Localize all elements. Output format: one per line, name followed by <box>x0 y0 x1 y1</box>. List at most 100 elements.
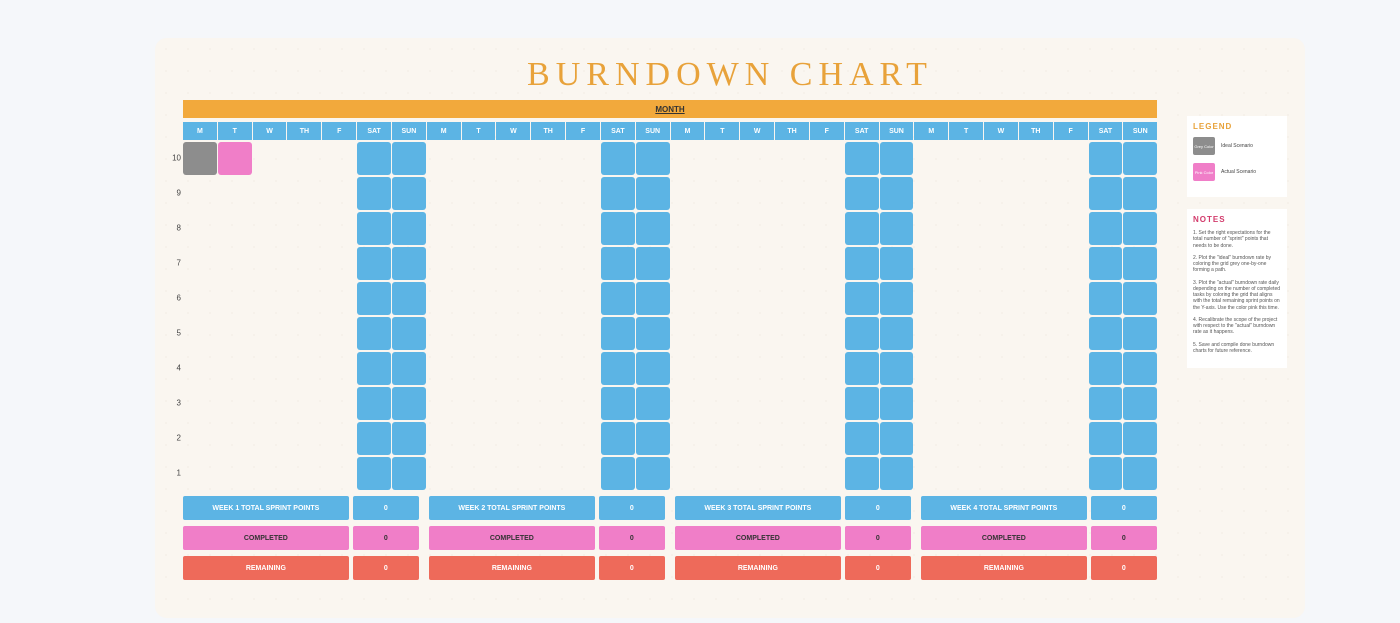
grid-cell[interactable] <box>253 422 287 455</box>
grid-cell[interactable] <box>775 387 809 420</box>
grid-cell[interactable] <box>392 457 426 490</box>
grid-cell[interactable] <box>531 387 565 420</box>
grid-cell[interactable] <box>496 177 530 210</box>
grid-cell[interactable] <box>810 177 844 210</box>
grid-cell[interactable] <box>357 142 391 175</box>
grid-cell[interactable] <box>218 387 252 420</box>
grid-cell[interactable] <box>636 282 670 315</box>
grid-cell[interactable] <box>1123 177 1157 210</box>
grid-cell[interactable] <box>810 387 844 420</box>
grid-cell[interactable] <box>357 317 391 350</box>
grid-cell[interactable] <box>880 282 914 315</box>
grid-cell[interactable] <box>287 422 321 455</box>
grid-cell[interactable] <box>218 352 252 385</box>
grid-cell[interactable] <box>1054 422 1088 455</box>
grid-cell[interactable] <box>740 387 774 420</box>
grid-cell[interactable] <box>705 142 739 175</box>
grid-cell[interactable] <box>949 422 983 455</box>
grid-cell[interactable] <box>810 317 844 350</box>
grid-cell[interactable] <box>357 282 391 315</box>
grid-cell[interactable] <box>810 212 844 245</box>
grid-cell[interactable] <box>1089 177 1123 210</box>
grid-cell[interactable] <box>740 422 774 455</box>
grid-cell[interactable] <box>253 387 287 420</box>
grid-cell[interactable] <box>914 352 948 385</box>
grid-cell[interactable] <box>392 352 426 385</box>
grid-cell[interactable] <box>845 247 879 280</box>
grid-cell[interactable] <box>845 387 879 420</box>
grid-cell[interactable] <box>1054 142 1088 175</box>
grid-cell[interactable] <box>914 142 948 175</box>
grid-cell[interactable] <box>287 387 321 420</box>
grid-cell[interactable] <box>1089 387 1123 420</box>
grid-cell[interactable] <box>601 457 635 490</box>
grid-cell[interactable] <box>1019 282 1053 315</box>
grid-cell[interactable] <box>775 177 809 210</box>
grid-cell[interactable] <box>218 422 252 455</box>
grid-cell[interactable] <box>183 457 217 490</box>
grid-cell[interactable] <box>880 247 914 280</box>
grid-cell[interactable] <box>1123 387 1157 420</box>
grid-cell[interactable] <box>253 212 287 245</box>
grid-cell[interactable] <box>427 317 461 350</box>
grid-cell[interactable] <box>427 457 461 490</box>
grid-cell[interactable] <box>287 177 321 210</box>
grid-cell[interactable] <box>287 247 321 280</box>
grid-cell[interactable] <box>671 387 705 420</box>
grid-cell[interactable] <box>322 317 356 350</box>
grid-cell[interactable] <box>671 282 705 315</box>
grid-cell[interactable] <box>740 457 774 490</box>
grid-cell[interactable] <box>462 282 496 315</box>
grid-cell[interactable] <box>183 282 217 315</box>
grid-cell[interactable] <box>775 422 809 455</box>
grid-cell[interactable] <box>1089 422 1123 455</box>
grid-cell[interactable] <box>984 352 1018 385</box>
grid-cell[interactable] <box>880 177 914 210</box>
grid-cell[interactable] <box>601 212 635 245</box>
grid-cell[interactable] <box>705 387 739 420</box>
grid-cell[interactable] <box>427 212 461 245</box>
grid-cell[interactable] <box>775 352 809 385</box>
grid-cell[interactable] <box>1019 177 1053 210</box>
grid-cell[interactable] <box>880 142 914 175</box>
grid-cell[interactable] <box>427 282 461 315</box>
grid-cell[interactable] <box>740 212 774 245</box>
grid-cell[interactable] <box>775 282 809 315</box>
grid-cell[interactable] <box>601 282 635 315</box>
grid-cell[interactable] <box>287 352 321 385</box>
grid-cell[interactable] <box>705 282 739 315</box>
grid-cell[interactable] <box>531 352 565 385</box>
grid-cell[interactable] <box>880 317 914 350</box>
grid-cell[interactable] <box>949 457 983 490</box>
grid-cell[interactable] <box>845 212 879 245</box>
grid-cell[interactable] <box>1054 457 1088 490</box>
grid-cell[interactable] <box>671 317 705 350</box>
grid-cell[interactable] <box>740 317 774 350</box>
grid-cell[interactable] <box>740 177 774 210</box>
grid-cell[interactable] <box>984 212 1018 245</box>
grid-cell[interactable] <box>705 212 739 245</box>
grid-cell[interactable] <box>496 317 530 350</box>
grid-cell[interactable] <box>671 457 705 490</box>
grid-cell[interactable] <box>949 177 983 210</box>
month-label[interactable]: MONTH <box>655 105 684 114</box>
grid-cell[interactable] <box>218 177 252 210</box>
grid-cell[interactable] <box>392 387 426 420</box>
grid-cell[interactable] <box>914 177 948 210</box>
grid-cell[interactable] <box>810 422 844 455</box>
grid-cell[interactable] <box>496 212 530 245</box>
grid-cell[interactable] <box>183 142 217 175</box>
grid-cell[interactable] <box>183 212 217 245</box>
grid-cell[interactable] <box>253 317 287 350</box>
grid-cell[interactable] <box>392 142 426 175</box>
grid-cell[interactable] <box>392 247 426 280</box>
grid-cell[interactable] <box>949 282 983 315</box>
grid-cell[interactable] <box>496 247 530 280</box>
grid-cell[interactable] <box>845 142 879 175</box>
grid-cell[interactable] <box>496 387 530 420</box>
grid-cell[interactable] <box>740 352 774 385</box>
grid-cell[interactable] <box>427 352 461 385</box>
grid-cell[interactable] <box>1019 352 1053 385</box>
grid-cell[interactable] <box>322 422 356 455</box>
grid-cell[interactable] <box>462 317 496 350</box>
